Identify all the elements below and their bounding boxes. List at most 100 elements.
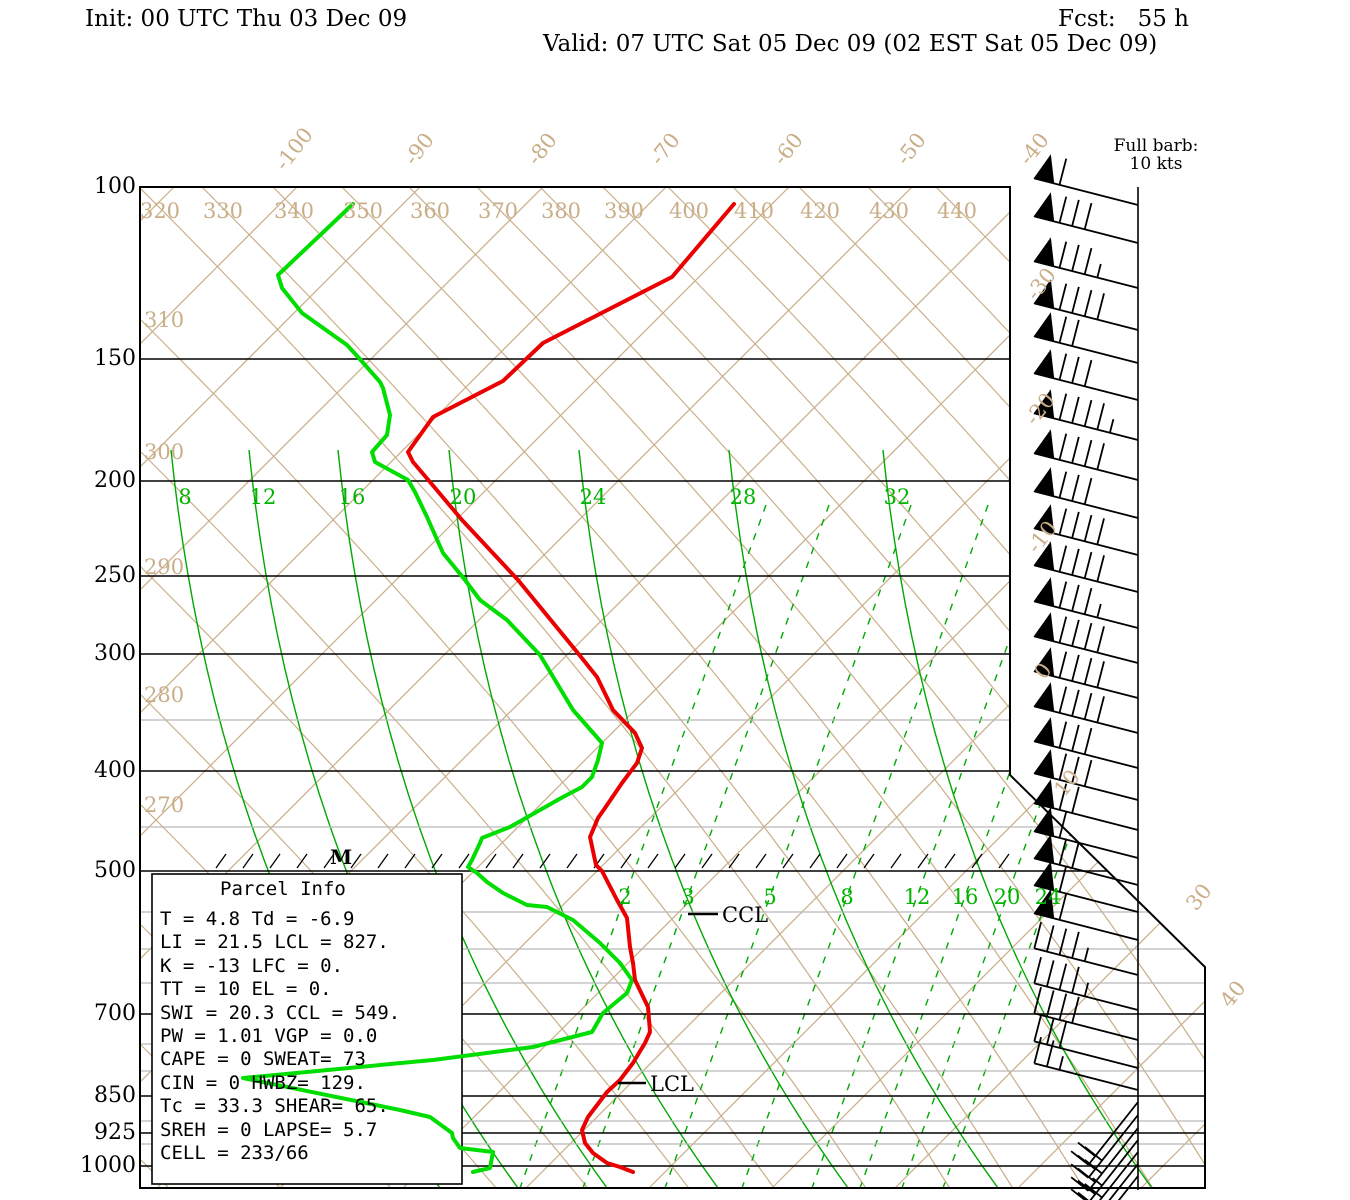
wind-barb	[1033, 577, 1139, 629]
dry-adiabat-label-left: 280	[144, 683, 185, 707]
dry-adiabat-line	[867, 187, 1205, 1188]
moist-adiabat-label: 20	[449, 485, 477, 509]
wind-barb	[1033, 612, 1139, 664]
parcel-info-line: CIN = 0 HWBZ= 129.	[160, 1071, 366, 1094]
parcel-info-line: TT = 10 EL = 0.	[160, 978, 332, 1001]
mixing-ratio-label: 24	[1034, 885, 1062, 909]
dry-adiabat-line	[798, 187, 1205, 1188]
wind-barb-column	[1033, 154, 1139, 1200]
pressure-tick-label: 400	[94, 758, 136, 783]
wind-barb	[1033, 467, 1139, 519]
isotherm-line	[140, 187, 913, 1188]
pressure-tick-label: 200	[94, 468, 136, 493]
moist-adiabat-label: 32	[883, 485, 911, 509]
moist-adiabat-label: 8	[178, 485, 192, 509]
isotherm-line	[402, 187, 1205, 1188]
mixing-ratio-line	[901, 504, 1149, 1188]
wind-barb	[1033, 504, 1139, 556]
dry-adiabat-label-top: 400	[668, 199, 710, 223]
dry-adiabat-label-top: 360	[409, 199, 451, 223]
wind-barb	[1033, 749, 1139, 801]
dry-adiabat-label-top: 370	[477, 199, 519, 223]
mixing-ratio-line	[811, 504, 1059, 1188]
isotherm-line	[140, 187, 667, 1188]
dry-adiabat-line	[602, 187, 1205, 1188]
wind-barb	[1033, 647, 1139, 699]
moist-adiabat-line	[337, 449, 608, 1188]
dry-adiabat-label-top: 390	[603, 199, 645, 223]
pressure-tick-label: 250	[94, 563, 136, 588]
mixing-ratio-line	[942, 504, 1190, 1188]
isotherm-line	[648, 187, 1205, 1188]
dry-adiabat-label-top: 410	[733, 199, 775, 223]
wind-barb	[1033, 154, 1139, 206]
parcel-info-line: K = -13 LFC = 0.	[160, 954, 344, 977]
wind-barb	[1033, 682, 1139, 734]
wind-barb	[1033, 312, 1139, 364]
wind-barb	[1033, 192, 1139, 244]
moist-adiabat-line	[882, 449, 1153, 1188]
moist-adiabat-label: 28	[729, 485, 757, 509]
dry-adiabat-label-left: 300	[144, 440, 185, 464]
temperature-trace	[406, 202, 736, 1174]
pressure-tick-label: 1000	[80, 1153, 136, 1178]
dry-adiabat-label-top: 320	[139, 199, 181, 223]
mixing-ratio-label: 16	[951, 885, 979, 909]
parcel-info-line: CAPE = 0 SWEAT= 73	[160, 1048, 366, 1071]
parcel-info-table: T = 4.8 Td = -6.9 LI = 21.5 LCL = 827. K =…	[160, 908, 400, 1165]
parcel-info-line: PW = 1.01 VGP = 0.0	[160, 1025, 378, 1048]
wind-barb	[1033, 807, 1139, 859]
isotherm-line	[771, 187, 1205, 1188]
wind-barb	[1033, 1036, 1139, 1091]
dry-adiabat-label-top: 380	[540, 199, 582, 223]
wind-barb	[1117, 1175, 1139, 1200]
parcel-info-box	[151, 873, 463, 1185]
wind-barb	[1033, 279, 1139, 331]
isotherm-line	[1017, 187, 1205, 1188]
moist-adiabat-line	[578, 449, 849, 1188]
dry-adiabat-label-top: 330	[202, 199, 244, 223]
wind-barb	[1033, 779, 1139, 831]
dry-adiabat-label-top: 350	[342, 199, 384, 223]
dry-adiabat-line	[476, 187, 1205, 1188]
wind-barb	[1033, 834, 1139, 886]
dewpoint-trace	[241, 202, 634, 1174]
dry-adiabat-line	[539, 187, 1205, 1188]
wind-barb	[1033, 237, 1139, 289]
moist-adiabat-line	[728, 449, 999, 1188]
dry-adiabat-label-top: 340	[273, 199, 315, 223]
isotherm-line	[140, 187, 790, 1188]
moist-adiabat-label: 16	[338, 485, 366, 509]
forecast-hour-label: Fcst: 55 h	[1058, 6, 1189, 32]
melting-level-marker: M	[330, 845, 353, 869]
pressure-tick-label: 150	[94, 346, 136, 371]
mixing-ratio-line	[582, 504, 830, 1188]
wind-barb	[1108, 1163, 1139, 1200]
pressure-tick-label: 700	[94, 1001, 136, 1026]
pressure-tick-label: 925	[94, 1120, 136, 1145]
mixing-ratio-label: 20	[993, 885, 1021, 909]
barb-legend-line1: Full barb:	[1113, 136, 1199, 156]
pressure-tick-label: 500	[94, 858, 136, 883]
wind-barb	[1033, 349, 1139, 401]
parcel-info-line: SREH = 0 LAPSE= 5.7	[160, 1118, 378, 1141]
wind-barb	[1033, 429, 1139, 481]
wind-barb	[1033, 541, 1139, 593]
dry-adiabat-label-left: 270	[144, 793, 185, 817]
pressure-tick-label: 850	[94, 1083, 136, 1108]
pressure-tick-label: 300	[94, 641, 136, 666]
mixing-ratio-label: 12	[903, 885, 931, 909]
mixing-ratio-label: 8	[840, 885, 854, 909]
parcel-info-title: Parcel Info	[220, 878, 346, 900]
mixing-ratio-label: 2	[618, 885, 632, 909]
dry-adiabat-line	[201, 187, 1038, 1188]
valid-time-label: Valid: 07 UTC Sat 05 Dec 09 (02 EST Sat …	[543, 31, 1158, 57]
barb-legend-line2: 10 kts	[1129, 154, 1183, 174]
dry-adiabat-line	[140, 187, 975, 1188]
dry-adiabat-label-left: 310	[144, 308, 185, 332]
wind-barb	[1077, 1151, 1139, 1200]
pressure-tick-label: 100	[94, 174, 136, 199]
lcl-label: LCL	[650, 1072, 694, 1096]
